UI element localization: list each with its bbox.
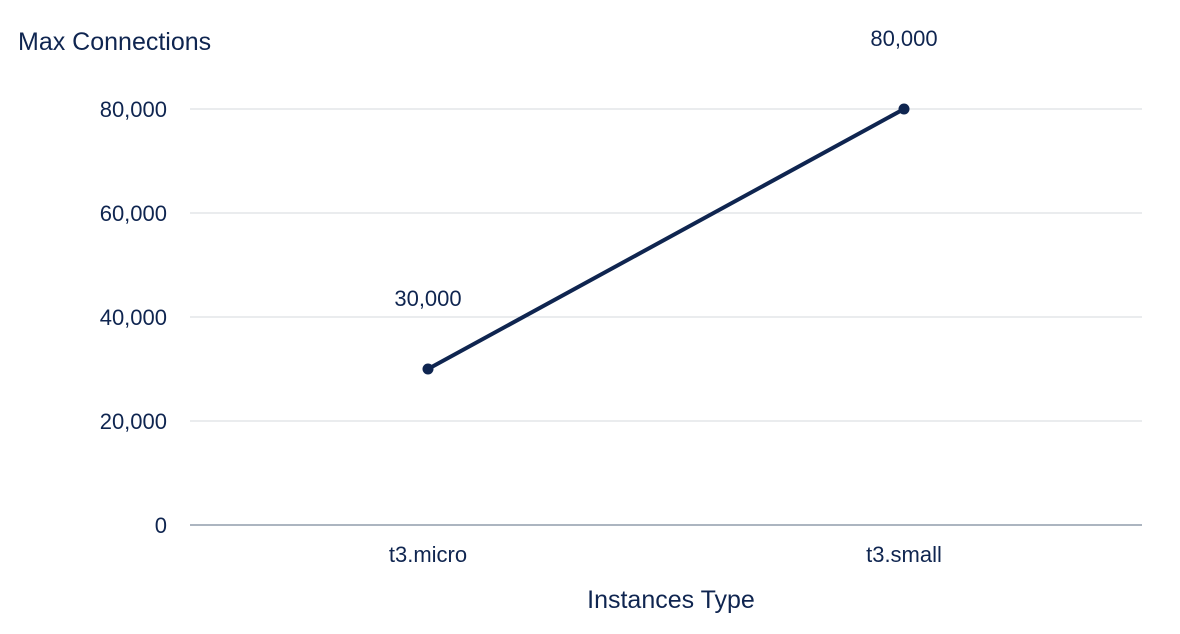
x-tick-label: t3.small [866, 542, 942, 567]
x-axis-categories: t3.micro t3.small [389, 542, 942, 567]
y-tick-label: 40,000 [100, 305, 167, 330]
y-tick-label: 0 [155, 513, 167, 538]
x-tick-label: t3.micro [389, 542, 467, 567]
x-axis-title: Instances Type [587, 586, 755, 614]
data-point [898, 103, 910, 115]
series-group [422, 103, 910, 375]
series-line [426, 107, 906, 371]
gridlines [190, 108, 1142, 526]
y-tick-label: 80,000 [100, 97, 167, 122]
data-labels: 30,000 80,000 [394, 26, 937, 311]
y-axis-ticks: 0 20,000 40,000 60,000 80,000 [100, 97, 167, 538]
y-tick-label: 60,000 [100, 201, 167, 226]
data-point [422, 363, 434, 375]
y-tick-label: 20,000 [100, 409, 167, 434]
data-label: 80,000 [870, 26, 937, 51]
data-label: 30,000 [394, 286, 461, 311]
y-axis-title: Max Connections [18, 28, 211, 56]
